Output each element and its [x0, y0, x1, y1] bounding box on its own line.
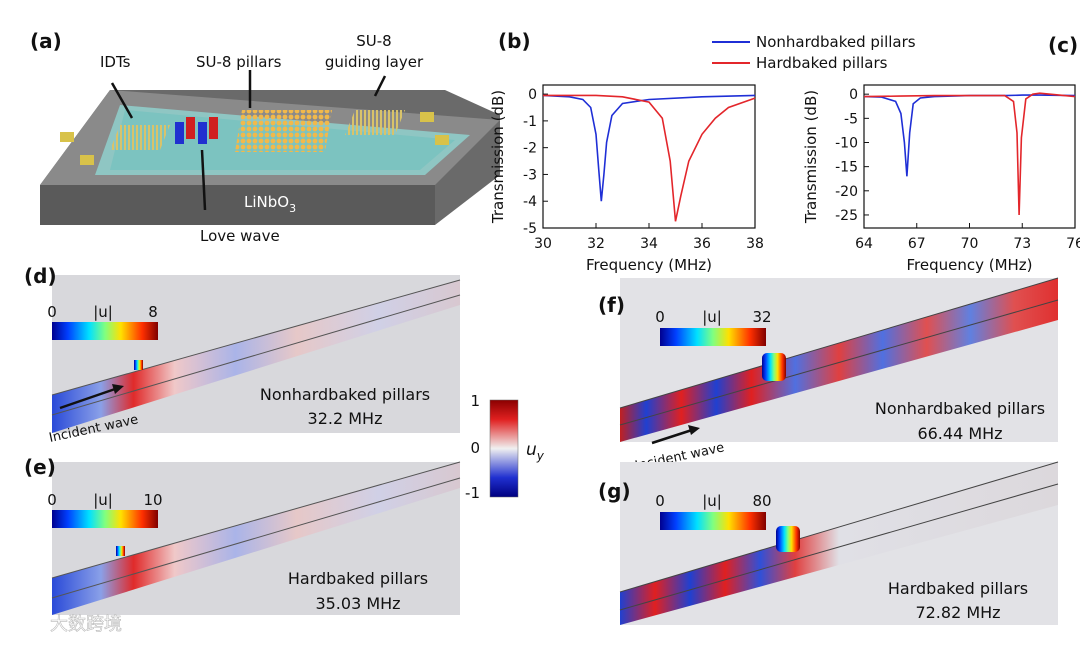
- panel-label: (b): [498, 29, 531, 53]
- x-axis-label: Frequency (MHz): [586, 256, 712, 274]
- x-axis-label: Frequency (MHz): [906, 256, 1032, 274]
- panel-label: (f): [598, 293, 625, 317]
- uy-subscript: y: [536, 449, 545, 463]
- simulation-d: [51, 275, 461, 433]
- y-tick-label: -10: [835, 135, 858, 151]
- simulation-e: [51, 461, 461, 615]
- substrate-name: LiNbO: [244, 193, 289, 211]
- caption: 72.82 MHz: [915, 603, 1000, 622]
- x-tick-label: 67: [908, 236, 926, 252]
- label-wave: Love wave: [200, 227, 280, 245]
- colorbar-title: |u|: [702, 492, 722, 510]
- caption: Nonhardbaked pillars: [875, 399, 1045, 418]
- y-axis-label: Transmission (dB): [489, 90, 507, 224]
- colorbar-max: 32: [752, 308, 771, 326]
- series-line: [863, 94, 1076, 177]
- panel-label: (c): [1048, 33, 1078, 57]
- colorbar-min: 0: [47, 491, 57, 509]
- y-tick-label: -2: [523, 141, 537, 157]
- x-tick-label: 76: [1066, 236, 1080, 252]
- uy-max: 1: [470, 392, 480, 410]
- y-tick-label: -3: [523, 167, 537, 183]
- uy-colorbar: [489, 399, 519, 498]
- x-tick-label: 64: [855, 236, 873, 252]
- colorbar-title: |u|: [93, 491, 113, 509]
- panel-label: (g): [598, 479, 631, 503]
- y-tick-label: -1: [523, 114, 537, 130]
- caption: 32.2 MHz: [308, 409, 383, 428]
- y-tick-label: -5: [523, 221, 537, 237]
- x-tick-label: 32: [587, 236, 605, 252]
- panel-label: (e): [24, 455, 56, 479]
- colorbar-title: |u|: [93, 303, 113, 321]
- x-tick-label: 30: [534, 236, 552, 252]
- colorbar-max: 80: [752, 492, 771, 510]
- caption: Hardbaked pillars: [888, 579, 1028, 598]
- x-tick-label: 73: [1013, 236, 1031, 252]
- y-axis-label: Transmission (dB): [802, 90, 820, 224]
- plot-frame: [863, 84, 1076, 229]
- legend-label: Hardbaked pillars: [756, 54, 888, 72]
- uy-symbol: uy: [526, 440, 545, 463]
- colorbar-min: 0: [655, 308, 665, 326]
- simulation-g: [619, 461, 1059, 625]
- y-tick-label: -4: [523, 194, 537, 210]
- watermark: 大数跨境: [50, 614, 122, 635]
- x-tick-label: 36: [693, 236, 711, 252]
- y-tick-label: 0: [528, 87, 537, 103]
- colorbar-min: 0: [655, 492, 665, 510]
- panel-label: (a): [30, 29, 62, 53]
- caption: 66.44 MHz: [917, 424, 1002, 443]
- y-tick-label: -5: [844, 111, 858, 127]
- colorbar-min: 0: [47, 303, 57, 321]
- label-guiding: SU-8: [356, 32, 391, 50]
- legend-label: Nonhardbaked pillars: [756, 33, 916, 51]
- plot-frame: [542, 84, 756, 229]
- y-tick-label: 0: [849, 87, 858, 103]
- series-line: [543, 94, 756, 222]
- y-tick-label: -20: [835, 184, 858, 200]
- x-tick-label: 38: [746, 236, 764, 252]
- uy-mid: 0: [470, 439, 480, 457]
- label-idts: IDTs: [100, 53, 131, 71]
- x-tick-label: 34: [640, 236, 658, 252]
- simulation-f: [619, 277, 1059, 445]
- y-tick-label: -15: [835, 160, 858, 176]
- label-guiding: guiding layer: [325, 53, 424, 71]
- panel-label: (d): [24, 264, 57, 288]
- colorbar-title: |u|: [702, 308, 722, 326]
- label-substrate: LiNbO3: [244, 193, 296, 215]
- caption: Nonhardbaked pillars: [260, 385, 430, 404]
- device-illustration: [40, 70, 500, 225]
- caption: 35.03 MHz: [315, 594, 400, 613]
- colorbar-max: 10: [143, 491, 162, 509]
- series-line: [863, 92, 1076, 216]
- caption: Hardbaked pillars: [288, 569, 428, 588]
- y-tick-label: -25: [835, 208, 858, 224]
- colorbar-max: 8: [148, 303, 158, 321]
- substrate-subscript: 3: [289, 202, 296, 215]
- uy-letter: u: [526, 440, 537, 460]
- label-pillars: SU-8 pillars: [196, 53, 282, 71]
- uy-min: -1: [465, 484, 480, 502]
- x-tick-label: 70: [961, 236, 979, 252]
- series-line: [542, 94, 756, 202]
